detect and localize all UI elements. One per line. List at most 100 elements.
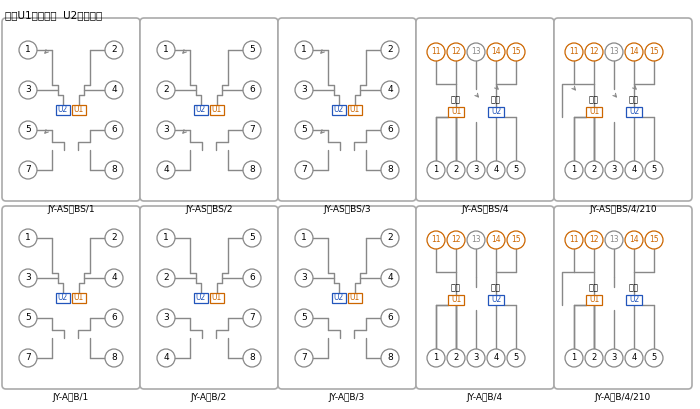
Text: 6: 6: [249, 85, 255, 94]
Text: 4: 4: [163, 166, 169, 175]
Circle shape: [19, 229, 37, 247]
Text: 3: 3: [163, 314, 169, 323]
Circle shape: [585, 161, 603, 179]
Circle shape: [565, 161, 583, 179]
Text: 1: 1: [301, 234, 307, 243]
Text: U2: U2: [629, 295, 639, 304]
Circle shape: [605, 161, 623, 179]
Text: JY-AS，BS/1: JY-AS，BS/1: [47, 205, 94, 214]
Circle shape: [625, 231, 643, 249]
Circle shape: [427, 231, 445, 249]
Bar: [626, 107, 642, 117]
Text: 1: 1: [433, 166, 439, 175]
Circle shape: [105, 41, 123, 59]
Text: 2: 2: [387, 234, 393, 243]
FancyBboxPatch shape: [416, 18, 554, 201]
Text: 4: 4: [631, 353, 636, 362]
Text: 11: 11: [431, 47, 441, 56]
Text: 8: 8: [111, 166, 117, 175]
Circle shape: [243, 121, 261, 139]
Circle shape: [645, 231, 663, 249]
Text: 启动: 启动: [629, 95, 639, 105]
Circle shape: [565, 43, 583, 61]
Text: JY-AS，BS/3: JY-AS，BS/3: [323, 205, 371, 214]
FancyBboxPatch shape: [278, 206, 416, 389]
Circle shape: [427, 349, 445, 367]
Circle shape: [157, 229, 175, 247]
Text: 4: 4: [111, 274, 117, 283]
Text: U2: U2: [629, 108, 639, 117]
Text: 11: 11: [569, 236, 579, 245]
Text: 1: 1: [571, 353, 577, 362]
Circle shape: [427, 161, 445, 179]
Text: 启动: 启动: [491, 95, 501, 105]
Text: 1: 1: [25, 45, 31, 54]
Bar: [72, 293, 86, 303]
Text: 2: 2: [387, 45, 393, 54]
Text: 11: 11: [431, 236, 441, 245]
Text: 8: 8: [249, 353, 255, 362]
Text: 4: 4: [163, 353, 169, 362]
Text: 电源: 电源: [451, 95, 461, 105]
Circle shape: [625, 349, 643, 367]
Text: U1: U1: [451, 108, 461, 117]
Text: U1: U1: [350, 106, 360, 115]
FancyBboxPatch shape: [278, 18, 416, 201]
Text: 2: 2: [163, 85, 169, 94]
Text: 5: 5: [25, 126, 31, 135]
FancyBboxPatch shape: [554, 206, 692, 389]
Text: 14: 14: [491, 47, 500, 56]
Text: 5: 5: [249, 234, 255, 243]
Text: 2: 2: [592, 166, 596, 175]
Circle shape: [105, 229, 123, 247]
Circle shape: [605, 43, 623, 61]
Circle shape: [467, 231, 485, 249]
FancyBboxPatch shape: [140, 18, 278, 201]
Circle shape: [243, 309, 261, 327]
Bar: [210, 293, 224, 303]
Circle shape: [157, 41, 175, 59]
Circle shape: [381, 349, 399, 367]
Circle shape: [157, 121, 175, 139]
Circle shape: [585, 43, 603, 61]
Circle shape: [157, 309, 175, 327]
Text: 3: 3: [25, 85, 31, 94]
Text: JY-A，B/2: JY-A，B/2: [191, 393, 227, 402]
Text: 14: 14: [491, 236, 500, 245]
Text: 13: 13: [471, 47, 481, 56]
Text: 1: 1: [571, 166, 577, 175]
Text: 注：U1辅助电源  U2整定电压: 注：U1辅助电源 U2整定电压: [5, 10, 102, 20]
Bar: [448, 295, 464, 305]
Text: 2: 2: [111, 45, 117, 54]
FancyBboxPatch shape: [554, 18, 692, 201]
Circle shape: [105, 161, 123, 179]
Text: U1: U1: [74, 106, 84, 115]
Text: 5: 5: [513, 353, 519, 362]
Text: 4: 4: [111, 85, 117, 94]
Bar: [72, 105, 86, 115]
Text: 6: 6: [249, 274, 255, 283]
Text: 7: 7: [25, 353, 31, 362]
Circle shape: [295, 121, 313, 139]
Text: 2: 2: [592, 353, 596, 362]
FancyBboxPatch shape: [2, 206, 140, 389]
Text: 启动: 启动: [491, 283, 501, 292]
Circle shape: [487, 349, 505, 367]
Text: 2: 2: [454, 353, 458, 362]
Text: 14: 14: [629, 236, 639, 245]
Circle shape: [19, 41, 37, 59]
Text: 4: 4: [494, 166, 498, 175]
Bar: [348, 293, 362, 303]
Circle shape: [381, 41, 399, 59]
Circle shape: [19, 309, 37, 327]
Circle shape: [605, 349, 623, 367]
Circle shape: [295, 269, 313, 287]
Text: 5: 5: [652, 166, 657, 175]
Circle shape: [295, 309, 313, 327]
Text: U1: U1: [212, 106, 222, 115]
Text: 8: 8: [249, 166, 255, 175]
Circle shape: [381, 121, 399, 139]
Text: 8: 8: [111, 353, 117, 362]
Text: 6: 6: [387, 126, 393, 135]
Bar: [348, 105, 362, 115]
